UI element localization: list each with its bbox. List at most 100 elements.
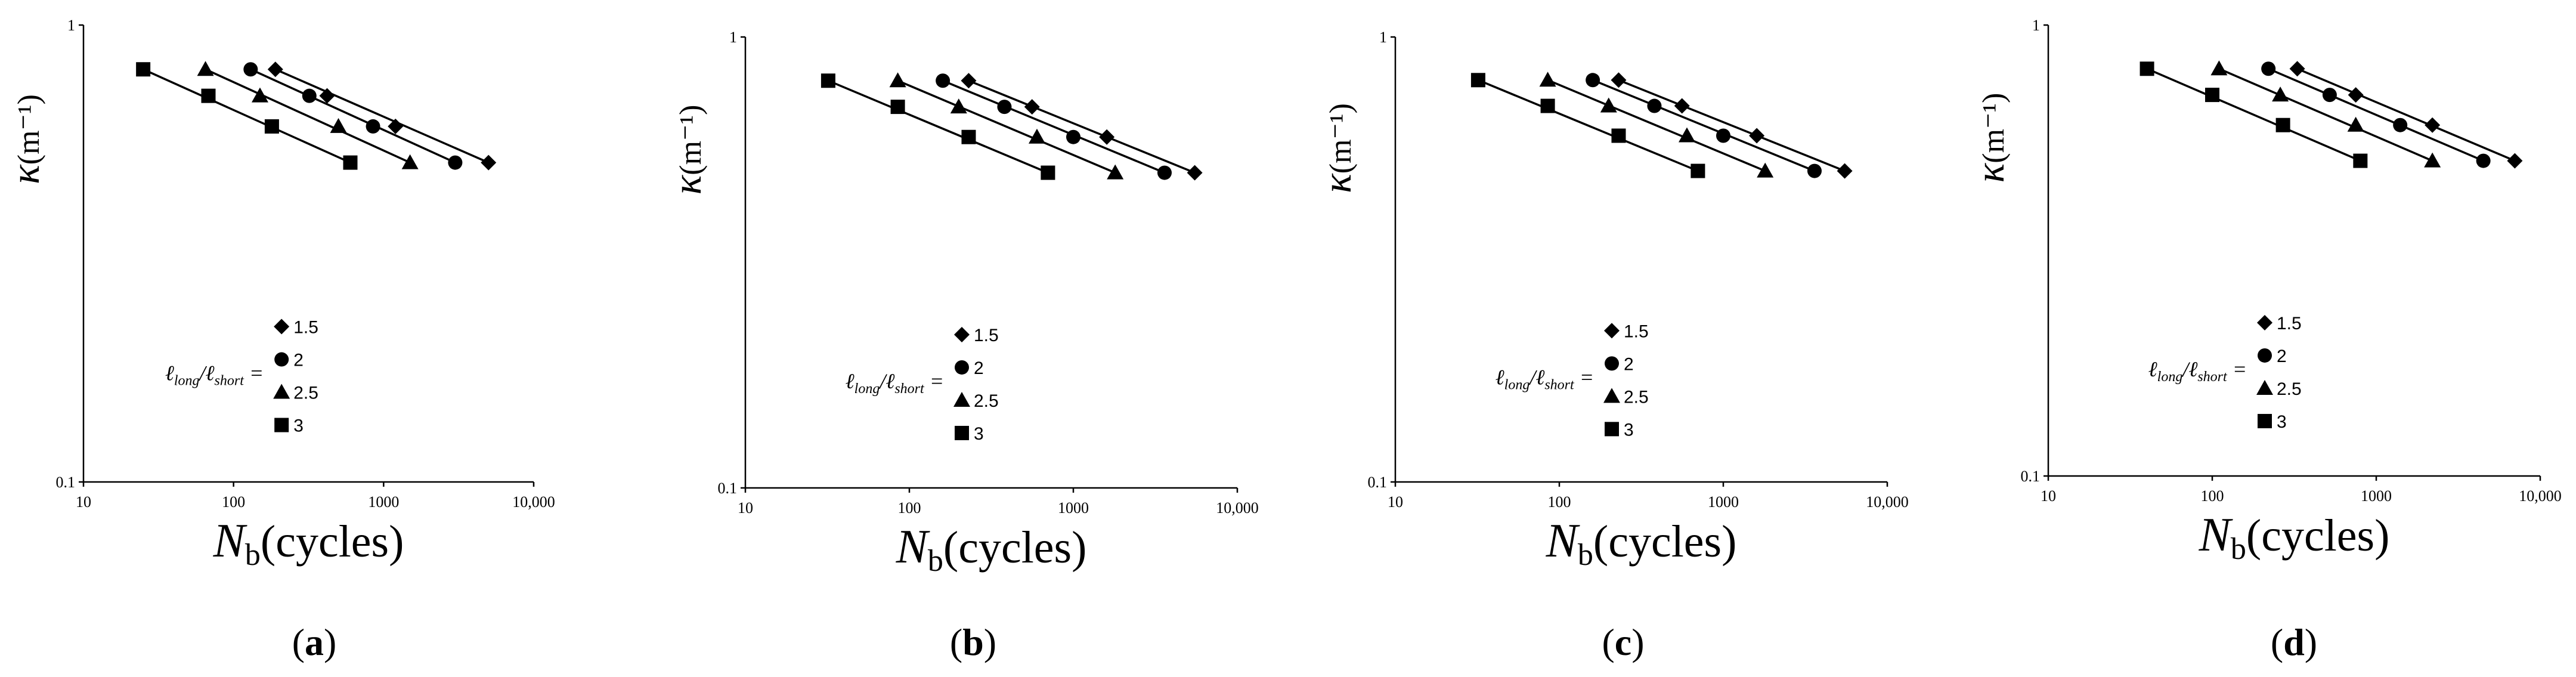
legend-title-part: =: [1574, 365, 1594, 389]
x-tick-label: 10: [1388, 493, 1403, 511]
y-axis-label-unit: (m⁻¹): [674, 105, 708, 175]
data-point-diamond: [961, 73, 977, 89]
caption-letter: d: [2283, 621, 2305, 663]
series-circle: [1586, 73, 1822, 178]
x-axis-label-unit: (cycles): [1593, 517, 1737, 567]
panel-caption: (c): [1602, 621, 1644, 663]
caption-paren: (: [1602, 621, 1614, 663]
series-diamond: [1611, 72, 1853, 179]
chart-panel-a: 10 100 1000 10,000 0.1 1 κ(m⁻¹) Nb(cycles) 1.5 2 2…: [2, 17, 555, 663]
legend-title-part: ℓ: [206, 361, 215, 385]
x-tick-label: 10,000: [2519, 487, 2562, 505]
data-point-square: [1041, 165, 1055, 180]
legend-title-part: ℓ: [2188, 357, 2197, 381]
data-point-square: [2140, 61, 2154, 76]
x-axis-label-subscript: b: [1578, 538, 1593, 572]
data-point-circle: [1647, 98, 1662, 113]
legend-marker-triangle: [953, 391, 970, 407]
legend-title-part: ℓ: [165, 361, 174, 385]
legend-label: 2: [1624, 354, 1634, 374]
series-fit-line: [250, 68, 456, 164]
data-point-square: [1611, 128, 1626, 143]
y-tick-label: 0.1: [2021, 468, 2041, 485]
legend-title: ℓlong/ℓshort =: [1496, 365, 1594, 392]
legend-marker-circle: [1605, 356, 1619, 371]
y-axis-label-symbol: κ: [664, 174, 710, 194]
data-point-square: [201, 88, 216, 103]
series-fit-line: [2268, 67, 2484, 162]
data-point-diamond: [1674, 98, 1690, 114]
data-point-triangle: [2347, 116, 2364, 132]
data-point-triangle: [401, 154, 419, 169]
chart-panel-d: 10 100 1000 10,000 0.1 1 κ(m⁻¹) Nb(cycles) 1.5 2 2…: [1967, 17, 2562, 663]
panel-caption: (b): [950, 621, 996, 663]
series-triangle: [197, 61, 419, 169]
legend-marker-triangle: [273, 384, 290, 399]
caption-paren: ): [1631, 621, 1644, 663]
legend-title-part: ℓ: [1496, 365, 1504, 389]
x-axis-label: Nb(cycles): [1546, 515, 1737, 572]
y-tick-label: 1: [1379, 29, 1387, 46]
data-point-triangle: [1107, 164, 1124, 180]
y-tick-label: 1: [67, 17, 75, 34]
panel-caption: (a): [292, 621, 337, 663]
legend-marker-square: [955, 425, 969, 440]
legend-title-part: ℓ: [886, 369, 894, 393]
x-axis-label: Nb(cycles): [213, 515, 404, 572]
series-fit-line: [897, 79, 1116, 174]
x-axis-label-unit: (cycles): [943, 523, 1087, 573]
series-fit-line: [968, 79, 1196, 174]
data-point-square: [2275, 118, 2290, 132]
legend-label: 2: [293, 351, 304, 370]
data-point-square: [2205, 88, 2219, 103]
x-axis-label-symbol: N: [1546, 515, 1581, 567]
data-point-triangle: [2424, 152, 2441, 168]
chart-panel-b: 10 100 1000 10,0000.11κ(m⁻¹)Nb(cycles)1.522…: [664, 29, 1259, 663]
data-point-diamond: [2425, 117, 2441, 133]
series-square: [1470, 73, 1705, 178]
legend-label: 2: [974, 358, 984, 378]
caption-paren: (: [950, 621, 962, 663]
panel-caption: (d): [2271, 621, 2317, 663]
data-point-triangle: [1600, 97, 1617, 113]
legend-title-part: short: [2197, 369, 2228, 385]
legend-title-part: /: [1528, 365, 1537, 389]
legend-marker-diamond: [954, 326, 970, 342]
y-axis-label: κ(m⁻¹): [664, 105, 710, 195]
data-point-circle: [997, 100, 1012, 115]
x-tick-label: 1000: [2361, 487, 2392, 505]
data-point-triangle: [1678, 127, 1695, 143]
series-square: [136, 62, 358, 170]
y-axis-label-symbol: κ: [1314, 173, 1360, 193]
data-point-diamond: [1187, 165, 1203, 181]
caption-letter: c: [1615, 621, 1631, 663]
x-tick-label: 1000: [368, 493, 399, 511]
caption-paren: ): [2305, 621, 2317, 663]
data-point-square: [136, 62, 151, 77]
legend-label: 2.5: [2277, 379, 2302, 399]
x-tick-label: 1000: [1058, 499, 1089, 517]
series-circle: [243, 62, 463, 170]
y-axis-label: κ(m⁻¹): [1967, 93, 2012, 183]
series-square: [2140, 61, 2368, 168]
data-point-circle: [243, 62, 258, 77]
legend-label: 3: [1624, 420, 1634, 440]
data-point-circle: [302, 88, 317, 103]
legend-label: 3: [2277, 412, 2287, 432]
data-point-square: [343, 155, 358, 170]
x-tick-label: 100: [222, 493, 245, 511]
data-point-diamond: [2348, 87, 2364, 103]
data-point-diamond: [1749, 128, 1765, 144]
data-point-diamond: [2289, 61, 2305, 77]
caption-paren: ): [324, 621, 336, 663]
series-triangle: [889, 72, 1124, 180]
data-point-square: [961, 129, 976, 144]
legend-title: ℓlong/ℓshort =: [165, 361, 264, 389]
legend-label: 2: [2277, 347, 2287, 366]
data-point-square: [1690, 163, 1705, 178]
legend-label: 3: [974, 424, 984, 444]
